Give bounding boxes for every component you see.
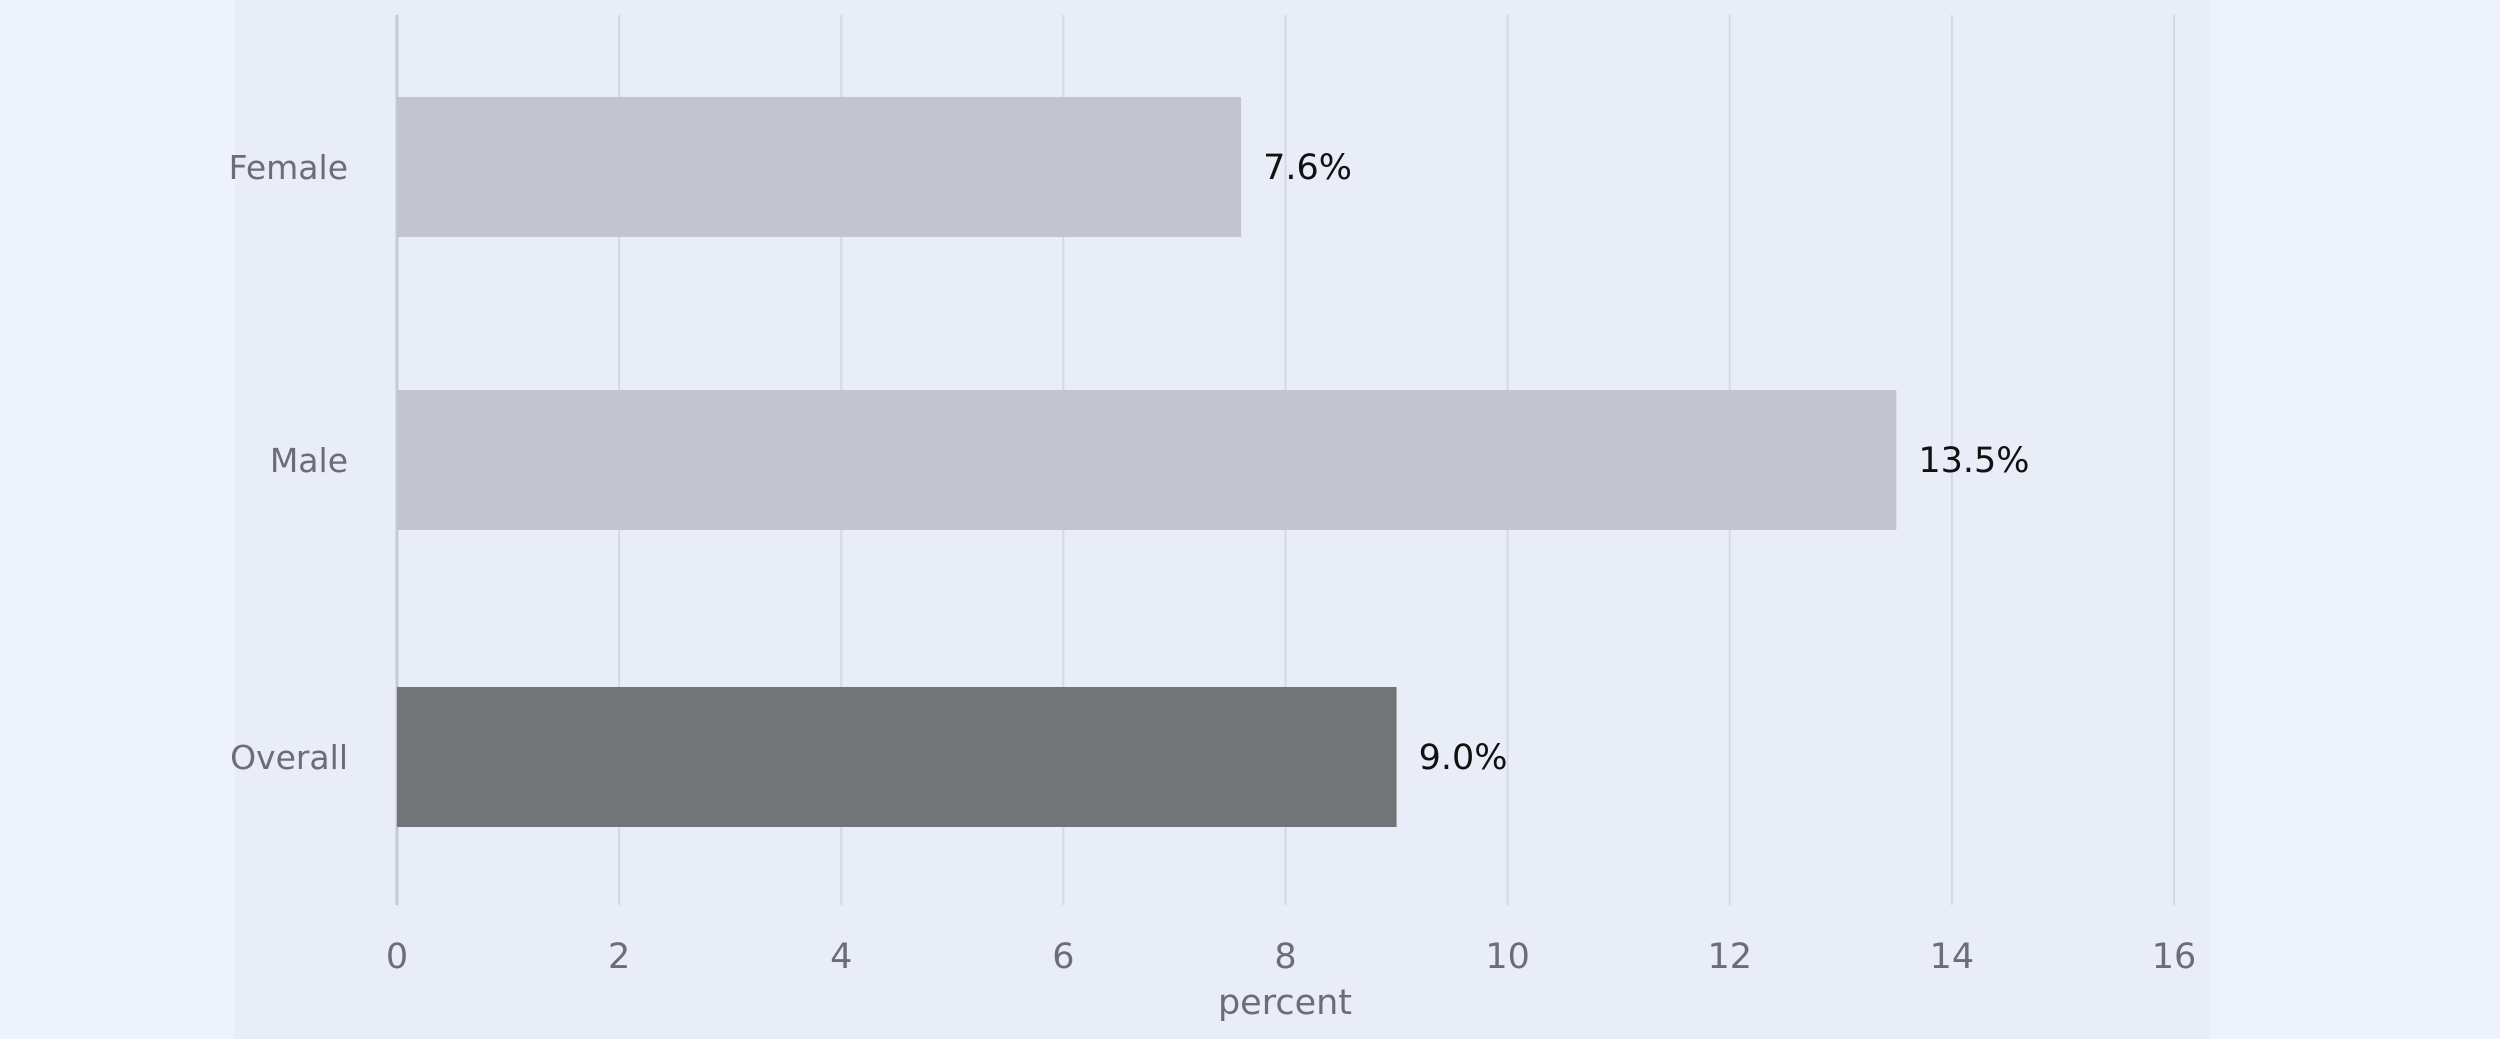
data-label: 7.6% <box>1263 148 1352 188</box>
x-axis-title: percent <box>1218 983 1352 1023</box>
bar-female <box>397 97 1242 237</box>
bar-male <box>397 390 1897 530</box>
x-tick-label: 10 <box>1485 937 1530 977</box>
bar-overall <box>397 687 1397 827</box>
category-label: Female <box>229 148 348 187</box>
x-tick-label: 4 <box>830 937 852 977</box>
category-label: Male <box>270 441 348 480</box>
x-tick-label: 16 <box>2152 937 2197 977</box>
data-label: 13.5% <box>1918 441 2029 481</box>
bars <box>397 97 1897 827</box>
x-tick-label: 6 <box>1052 937 1074 977</box>
data-label: 9.0% <box>1419 738 1508 778</box>
labels: 0 2 4 6 8 10 12 14 16 Female 7.6% Male 13.5% Overall 9… <box>229 148 2197 977</box>
x-tick-label: 8 <box>1274 937 1296 977</box>
x-tick-label: 14 <box>1930 937 1975 977</box>
category-label: Overall <box>230 738 348 777</box>
x-tick-label: 2 <box>608 937 630 977</box>
x-tick-label: 0 <box>386 937 408 977</box>
x-tick-label: 12 <box>1707 937 1752 977</box>
